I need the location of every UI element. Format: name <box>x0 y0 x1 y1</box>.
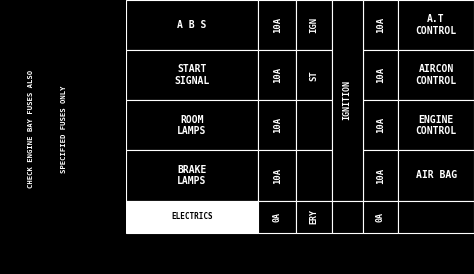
Text: ENGINE
CONTROL: ENGINE CONTROL <box>416 115 456 136</box>
Bar <box>258 100 296 150</box>
Text: CHECK ENGINE BAY FUSES ALSO: CHECK ENGINE BAY FUSES ALSO <box>28 70 34 188</box>
Bar <box>296 50 332 100</box>
Bar <box>296 0 332 50</box>
Text: 10A: 10A <box>273 67 282 83</box>
Text: ROOM
LAMPS: ROOM LAMPS <box>177 115 207 136</box>
Text: IGNITION: IGNITION <box>343 80 352 120</box>
Text: ERY: ERY <box>310 209 319 224</box>
Text: 10A: 10A <box>273 167 282 184</box>
Bar <box>296 100 332 150</box>
Text: 0A: 0A <box>273 212 282 222</box>
Bar <box>126 0 258 50</box>
Text: BRAKE
LAMPS: BRAKE LAMPS <box>177 165 207 186</box>
Text: IGN: IGN <box>310 17 319 33</box>
Bar <box>0 0 126 274</box>
Bar <box>332 201 363 233</box>
Text: AIRCON
CONTROL: AIRCON CONTROL <box>416 64 456 86</box>
Bar <box>363 150 398 201</box>
Bar <box>296 150 332 201</box>
Text: ST: ST <box>310 70 319 81</box>
Bar <box>126 201 258 233</box>
Bar <box>363 100 398 150</box>
Text: 10A: 10A <box>376 17 385 33</box>
Text: 10A: 10A <box>273 17 282 33</box>
Bar <box>126 150 258 201</box>
Bar <box>363 50 398 100</box>
Bar <box>363 0 398 50</box>
Bar <box>126 100 258 150</box>
Text: A.T
CONTROL: A.T CONTROL <box>416 14 456 36</box>
Text: 10A: 10A <box>376 167 385 184</box>
Text: 0A: 0A <box>376 212 385 222</box>
Bar <box>258 201 296 233</box>
Bar <box>363 201 398 233</box>
Text: 10A: 10A <box>376 67 385 83</box>
Text: START
SIGNAL: START SIGNAL <box>174 64 210 86</box>
Bar <box>296 201 332 233</box>
Bar <box>398 50 474 100</box>
Text: ELECTRICS: ELECTRICS <box>171 212 213 221</box>
Bar <box>398 201 474 233</box>
Bar <box>258 50 296 100</box>
Text: 10A: 10A <box>273 117 282 133</box>
Bar <box>332 0 363 201</box>
Text: AIR BAG: AIR BAG <box>416 170 456 181</box>
Text: SPECIFIED FUSES ONLY: SPECIFIED FUSES ONLY <box>61 85 67 173</box>
Text: A B S: A B S <box>177 20 207 30</box>
Bar <box>258 0 296 50</box>
Bar <box>126 50 258 100</box>
Text: 10A: 10A <box>376 117 385 133</box>
Bar <box>398 100 474 150</box>
Bar <box>398 150 474 201</box>
Bar <box>258 150 296 201</box>
Bar <box>398 0 474 50</box>
